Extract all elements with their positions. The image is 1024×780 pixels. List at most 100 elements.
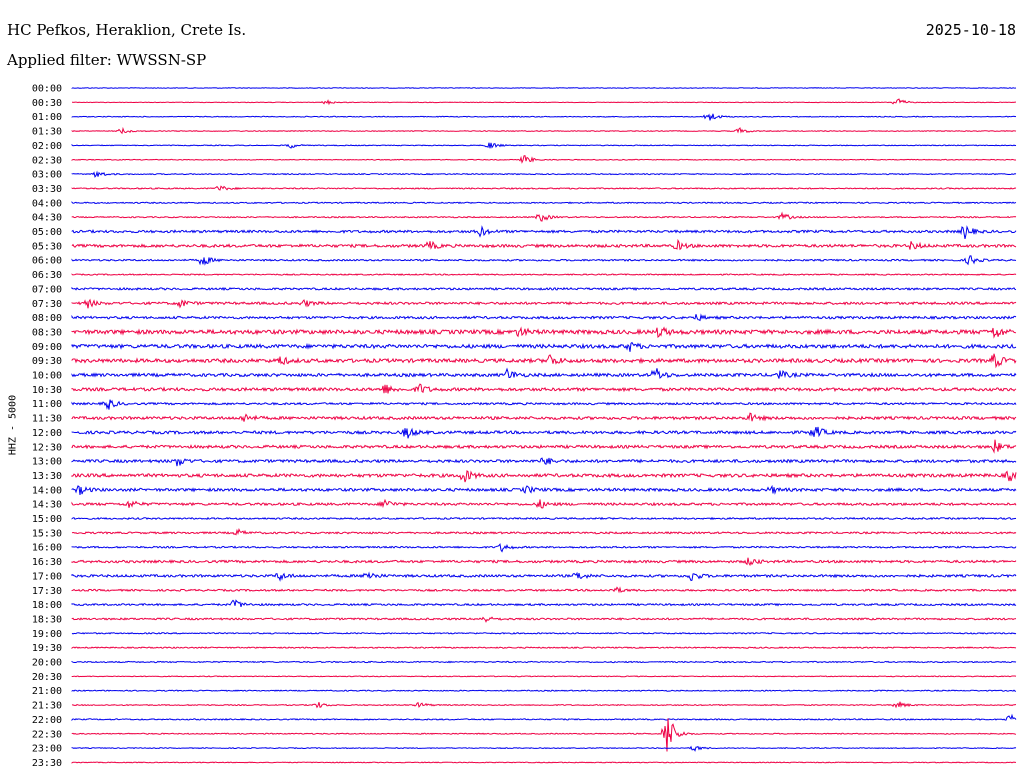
trace-line xyxy=(71,528,1017,536)
trace-line xyxy=(71,341,1017,352)
row-label: 17:30 xyxy=(32,586,62,597)
row-label: 03:30 xyxy=(32,184,62,195)
row-label: 08:30 xyxy=(32,327,62,338)
trace-line xyxy=(71,238,1017,251)
row-label: 19:00 xyxy=(32,629,62,640)
row-label: 08:00 xyxy=(32,313,62,324)
trace-line xyxy=(72,98,1016,106)
row-label: 03:00 xyxy=(32,170,62,181)
row-label: 05:30 xyxy=(32,241,62,252)
row-label: 20:00 xyxy=(32,658,62,669)
trace-line xyxy=(71,185,1017,191)
row-label: 01:00 xyxy=(32,112,62,123)
trace-line xyxy=(71,87,1017,89)
row-label: 20:30 xyxy=(32,672,62,683)
row-label: 14:30 xyxy=(32,500,62,511)
trace-line xyxy=(71,713,1017,722)
trace-line xyxy=(71,142,1017,149)
row-label: 09:30 xyxy=(32,356,62,367)
row-label: 19:30 xyxy=(32,643,62,654)
row-label: 21:30 xyxy=(32,701,62,712)
trace-line xyxy=(71,543,1017,553)
trace-line xyxy=(71,439,1017,454)
row-label: 07:30 xyxy=(32,299,62,310)
row-label: 11:30 xyxy=(32,414,62,425)
trace-line xyxy=(71,383,1017,394)
row-label: 18:00 xyxy=(32,600,62,611)
trace-line xyxy=(71,516,1017,521)
trace-line xyxy=(71,675,1017,678)
trace-line xyxy=(71,701,1016,709)
trace-line xyxy=(71,571,1017,582)
row-label: 16:00 xyxy=(32,543,62,554)
row-label: 04:00 xyxy=(32,198,62,209)
trace-line xyxy=(71,745,1017,752)
row-label: 22:30 xyxy=(32,729,62,740)
row-label: 10:00 xyxy=(32,371,62,382)
row-label: 15:00 xyxy=(32,514,62,525)
trace-line xyxy=(71,155,1017,164)
trace-line xyxy=(71,126,1017,135)
trace-line xyxy=(71,470,1017,483)
trace-line xyxy=(71,557,1017,567)
row-label: 22:00 xyxy=(32,715,62,726)
row-label: 14:00 xyxy=(32,485,62,496)
trace-line xyxy=(71,201,1017,205)
row-label: 06:30 xyxy=(32,270,62,281)
trace-line xyxy=(71,113,1017,121)
trace-line xyxy=(71,286,1017,291)
trace-line xyxy=(71,399,1017,410)
row-label: 11:00 xyxy=(32,399,62,410)
date-label: 2025-10-18 xyxy=(925,21,1016,39)
station-title: HC Pefkos, Heraklion, Crete Is. xyxy=(7,21,247,39)
trace-group xyxy=(71,87,1017,764)
row-label: 00:30 xyxy=(32,98,62,109)
row-label: 00:00 xyxy=(32,84,62,95)
trace-line xyxy=(71,211,1017,222)
row-label: 17:00 xyxy=(32,571,62,582)
trace-line xyxy=(71,586,1017,594)
row-label: 13:00 xyxy=(32,457,62,468)
row-label: 04:30 xyxy=(32,213,62,224)
trace-line xyxy=(71,631,1017,635)
trace-line xyxy=(71,599,1017,608)
row-label: 13:30 xyxy=(32,471,62,482)
row-label: 21:00 xyxy=(32,686,62,697)
filter-label: Applied filter: WWSSN-SP xyxy=(7,51,207,69)
trace-line xyxy=(71,367,1017,379)
row-label: 23:30 xyxy=(32,758,62,769)
row-label: 18:30 xyxy=(32,614,62,625)
row-label: 01:30 xyxy=(32,127,62,138)
trace-line xyxy=(71,412,1017,422)
row-label: 10:30 xyxy=(32,385,62,396)
row-label: 06:00 xyxy=(32,256,62,267)
trace-line xyxy=(71,313,1017,322)
row-label: 16:30 xyxy=(32,557,62,568)
trace-line xyxy=(71,426,1017,439)
row-label: 07:00 xyxy=(32,284,62,295)
trace-line xyxy=(71,255,1017,266)
trace-line xyxy=(71,273,1017,276)
trace-line xyxy=(71,298,1017,309)
trace-line xyxy=(71,718,1017,752)
row-label: 12:30 xyxy=(32,442,62,453)
trace-line xyxy=(71,353,1017,369)
trace-line xyxy=(71,761,1016,764)
row-label: 15:30 xyxy=(32,528,62,539)
trace-line xyxy=(71,225,1017,240)
row-label: 02:30 xyxy=(32,155,62,166)
trace-line xyxy=(71,660,1017,664)
trace-line xyxy=(71,484,1017,495)
trace-line xyxy=(71,498,1017,509)
row-label: 09:00 xyxy=(32,342,62,353)
trace-line xyxy=(71,170,1017,178)
trace-line xyxy=(71,457,1017,467)
row-label-group: 00:00 00:30 01:00 01:30 02:00 02:30 03:00 03:30… xyxy=(32,84,62,769)
trace-line xyxy=(71,326,1017,339)
row-label: 05:00 xyxy=(32,227,62,238)
row-label: 23:00 xyxy=(32,744,62,755)
row-label: 02:00 xyxy=(32,141,62,152)
trace-line xyxy=(71,689,1017,692)
row-label: 12:00 xyxy=(32,428,62,439)
